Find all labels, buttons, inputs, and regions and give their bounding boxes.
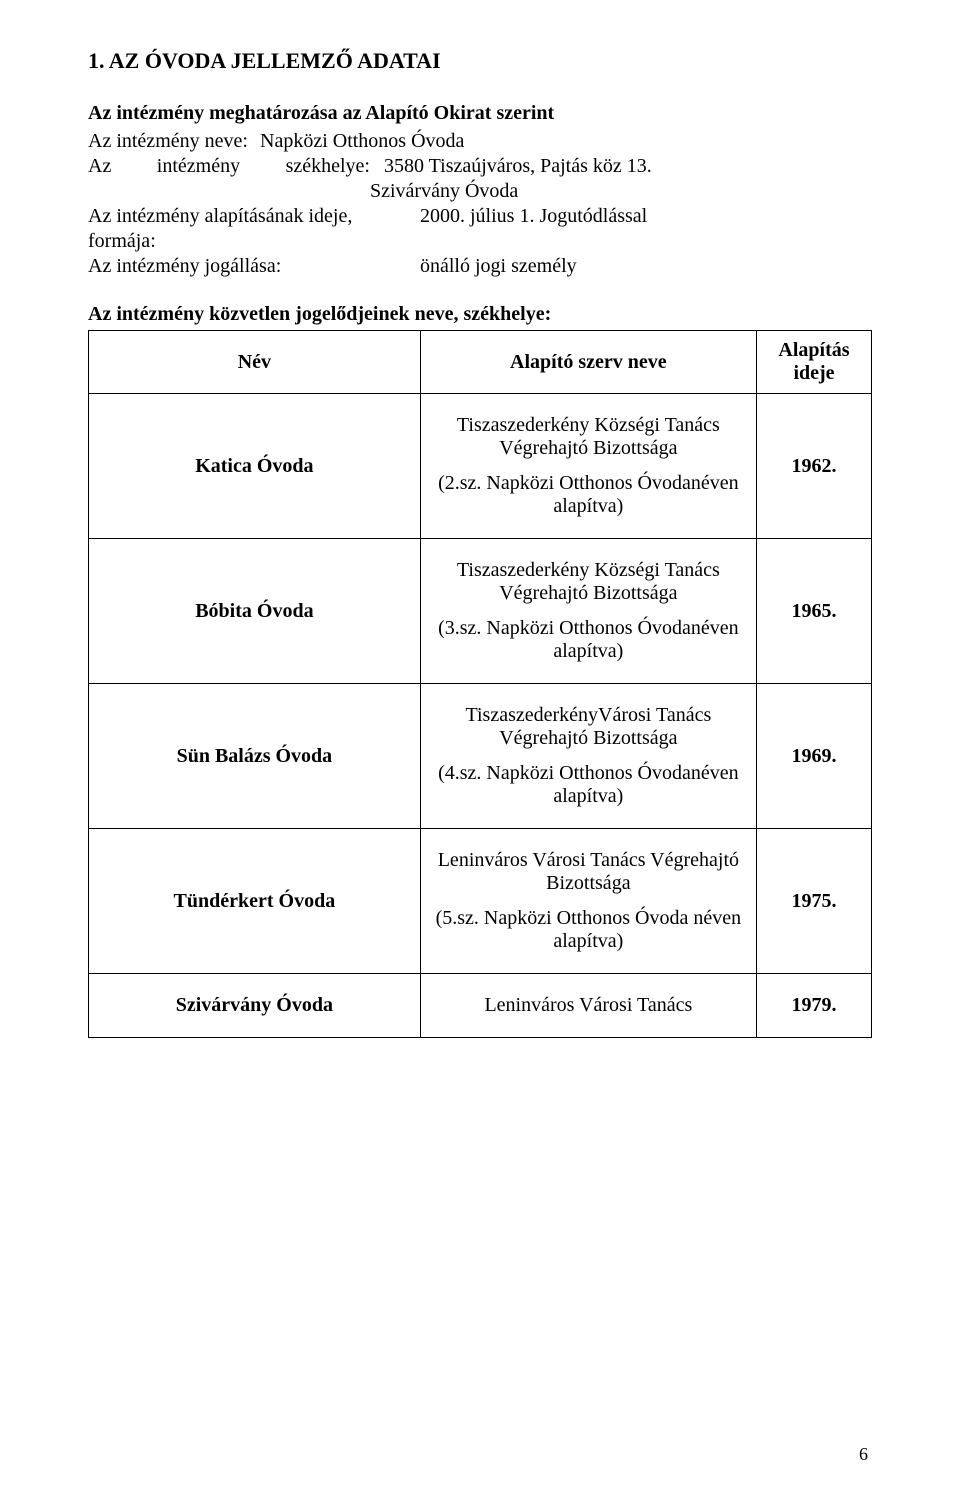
founder-line1: TiszaszederkényVárosi Tanács Végrehajtó … [431,704,746,750]
cell-year: 1979. [756,974,871,1038]
seat-label-center: intézmény [157,154,240,179]
table-row: Tündérkert Óvoda Leninváros Városi Tanác… [89,829,872,974]
table-row: Sün Balázs Óvoda TiszaszederkényVárosi T… [89,684,872,829]
cell-name: Bóbita Óvoda [89,539,421,684]
cell-founder: Tiszaszederkény Községi Tanács Végrehajt… [420,394,756,539]
th-year: Alapítás ideje [756,331,871,394]
cell-founder: TiszaszederkényVárosi Tanács Végrehajtó … [420,684,756,829]
meta-value-seat2: Szivárvány Óvoda [370,179,872,204]
meta-value-seat1: 3580 Tiszaújváros, Pajtás köz 13. [384,154,872,179]
th-name: Név [89,331,421,394]
table-title: Az intézmény közvetlen jogelődjeinek nev… [88,303,872,326]
founder-line1: Tiszaszederkény Községi Tanács Végrehajt… [431,559,746,605]
predecessors-table: Név Alapító szerv neve Alapítás ideje Ka… [88,330,872,1038]
meta-label-seat-empty [88,179,370,204]
meta-row-name: Az intézmény neve: Napközi Otthonos Óvod… [88,129,872,154]
cell-founder: Tiszaszederkény Községi Tanács Végrehajt… [420,539,756,684]
meta-row-status: Az intézmény jogállása: önálló jogi szem… [88,254,872,279]
table-row: Katica Óvoda Tiszaszederkény Községi Tan… [89,394,872,539]
th-founder: Alapító szerv neve [420,331,756,394]
seat-label-left: Az [88,154,111,179]
meta-row-seat2: Szivárvány Óvoda [88,179,872,204]
cell-founder: Leninváros Városi Tanács Végrehajtó Bizo… [420,829,756,974]
cell-name: Szivárvány Óvoda [89,974,421,1038]
founder-line2: (2.sz. Napközi Otthonos Óvodanéven alapí… [431,472,746,518]
cell-founder: Leninváros Városi Tanács [420,974,756,1038]
seat-label-right: székhelye: [286,154,370,179]
cell-name: Sün Balázs Óvoda [89,684,421,829]
section-title: 1. AZ ÓVODA JELLEMZŐ ADATAI [88,48,872,74]
cell-year: 1965. [756,539,871,684]
meta-label-founding: Az intézmény alapításának ideje, formája… [88,204,420,254]
cell-name: Katica Óvoda [89,394,421,539]
meta-label-name: Az intézmény neve: [88,129,260,154]
cell-year: 1969. [756,684,871,829]
founder-line1: Leninváros Városi Tanács [431,994,746,1017]
cell-year: 1962. [756,394,871,539]
meta-value-founding: 2000. július 1. Jogutódlással [420,204,872,254]
table-row: Bóbita Óvoda Tiszaszederkény Községi Tan… [89,539,872,684]
page-number: 6 [859,1444,868,1465]
meta-label-status: Az intézmény jogállása: [88,254,420,279]
table-header-row: Név Alapító szerv neve Alapítás ideje [89,331,872,394]
meta-value-name: Napközi Otthonos Óvoda [260,129,872,154]
subheading: Az intézmény meghatározása az Alapító Ok… [88,102,872,125]
cell-year: 1975. [756,829,871,974]
meta-value-status: önálló jogi személy [420,254,872,279]
founder-line1: Leninváros Városi Tanács Végrehajtó Bizo… [431,849,746,895]
founder-line2: (4.sz. Napközi Otthonos Óvodanéven alapí… [431,762,746,808]
meta-label-seat: Az intézmény székhelye: [88,154,384,179]
founder-line2: (3.sz. Napközi Otthonos Óvodanéven alapí… [431,617,746,663]
founder-line1: Tiszaszederkény Községi Tanács Végrehajt… [431,414,746,460]
table-row: Szivárvány Óvoda Leninváros Városi Tanác… [89,974,872,1038]
cell-name: Tündérkert Óvoda [89,829,421,974]
document-page: 1. AZ ÓVODA JELLEMZŐ ADATAI Az intézmény… [0,0,960,1489]
founder-line2: (5.sz. Napközi Otthonos Óvoda néven alap… [431,907,746,953]
meta-row-founding: Az intézmény alapításának ideje, formája… [88,204,872,254]
meta-row-seat: Az intézmény székhelye: 3580 Tiszaújváro… [88,154,872,179]
